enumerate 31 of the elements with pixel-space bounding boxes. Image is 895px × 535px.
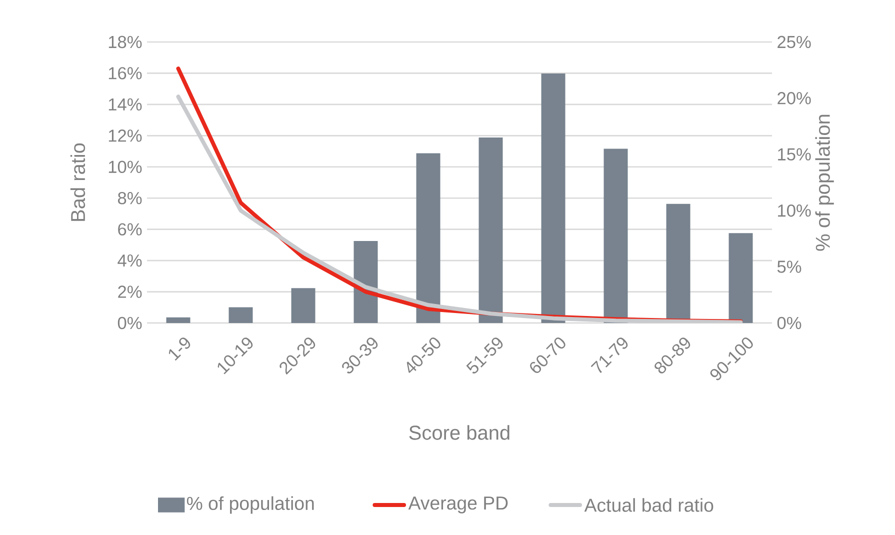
bar: [291, 288, 316, 323]
y2-axis-title: % of population: [815, 114, 834, 251]
y2-tick-label: 25%: [778, 36, 811, 48]
y-tick-label: 6%: [118, 223, 142, 236]
y-tick-label: 10%: [108, 160, 142, 174]
x-axis-title: Score band: [409, 425, 510, 440]
y-tick-label: 18%: [108, 36, 142, 48]
y-tick-label: 2%: [118, 286, 142, 298]
legend-label: Average PD: [408, 496, 508, 514]
bar: [728, 233, 753, 323]
bar: [166, 317, 190, 323]
y-tick-label: 16%: [108, 67, 142, 80]
bar: [478, 138, 503, 323]
y2-tick-label: 15%: [778, 148, 811, 160]
y-tick-label: 14%: [108, 98, 142, 111]
y2-tick-label: 10%: [778, 204, 811, 217]
y-axis-title: Bad ratio: [70, 143, 86, 221]
bar: [228, 307, 253, 323]
y2-tick-label: 5%: [777, 260, 802, 273]
y-tick-label: 4%: [118, 254, 142, 267]
y-tick-label: 0%: [118, 316, 142, 330]
legend-label: % of population: [186, 496, 314, 514]
bar: [604, 148, 628, 323]
legend-label: Actual bad ratio: [584, 498, 714, 512]
y-tick-label: 12%: [108, 130, 142, 142]
y2-tick-label: 0%: [777, 316, 802, 330]
bar: [416, 153, 440, 323]
y-tick-label: 8%: [118, 192, 142, 204]
y2-tick-label: 20%: [778, 92, 811, 104]
x-tick-label: 1-9: [168, 338, 190, 361]
bar: [541, 73, 566, 323]
